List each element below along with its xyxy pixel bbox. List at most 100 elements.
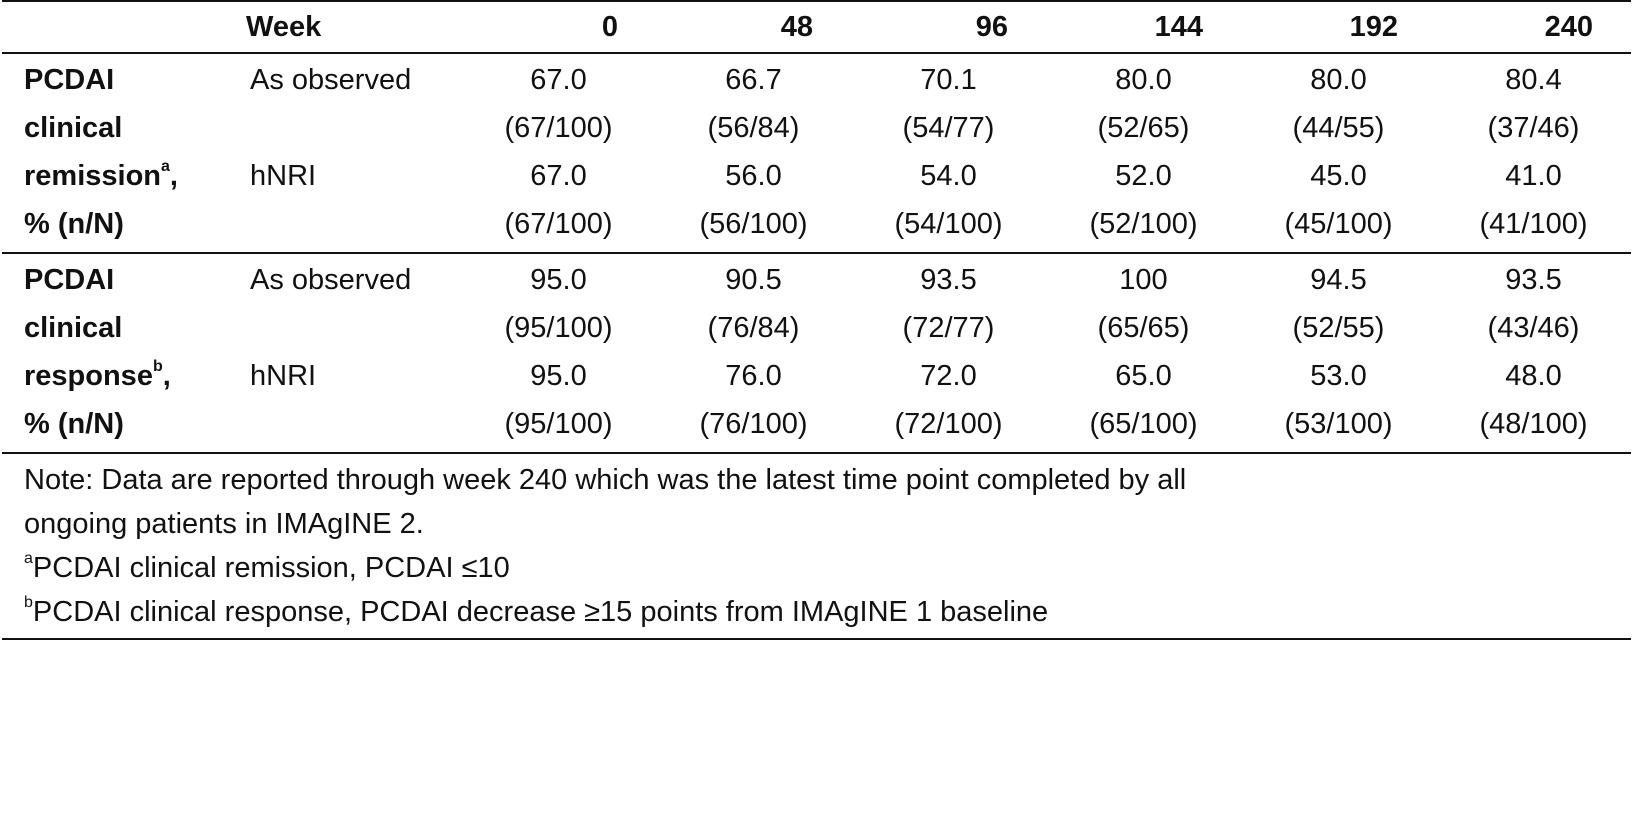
cell-percent: 52.0	[1115, 160, 1172, 192]
cell-percent: 100	[1119, 264, 1168, 296]
cell-percent: 76.0	[725, 360, 782, 392]
cell-fraction: (65/100)	[1089, 408, 1198, 440]
header-row: Week 0 48 96 144 192 240	[2, 1, 1631, 53]
table-cell: 95.0 (95/100)	[461, 253, 656, 352]
note-line-2: ongoing patients in IMAgINE 2.	[24, 508, 424, 540]
cell-percent: 53.0	[1310, 360, 1367, 392]
measure-line: clinical	[24, 112, 123, 144]
method-label: As observed	[250, 64, 412, 96]
table-cell: 41.0 (41/100)	[1436, 152, 1631, 253]
table-row-response-observed: PCDAI clinical responseb, % (n/N) As obs…	[2, 253, 1631, 440]
footnote-marker-b: b	[152, 358, 163, 375]
footnote-b-text: PCDAI clinical response, PCDAI decrease …	[32, 596, 1049, 628]
note-line-1: Note: Data are reported through week 240…	[24, 464, 1187, 496]
cell-percent: 90.5	[725, 264, 782, 296]
measure-suffix: ,	[169, 160, 178, 192]
cell-fraction: (72/77)	[902, 312, 995, 344]
cell-fraction: (54/77)	[902, 112, 995, 144]
cell-percent: 48.0	[1505, 360, 1562, 392]
cell-fraction: (56/100)	[699, 208, 808, 240]
table-cell: 93.5 (72/77)	[851, 253, 1046, 352]
table-row-response-hnri: hNRI 95.0 (95/100) 76.0 (76/100) 72.0 (72/1…	[2, 352, 1631, 453]
measure-word: response	[24, 360, 153, 392]
cell-percent: 70.1	[920, 64, 977, 96]
cell-percent: 94.5	[1310, 264, 1367, 296]
cell-percent: 66.7	[725, 64, 782, 96]
cell-percent: 54.0	[920, 160, 977, 192]
cell-percent: 95.0	[530, 360, 587, 392]
table-cell: 94.5 (52/55)	[1241, 253, 1436, 352]
table-cell: 80.0 (44/55)	[1241, 53, 1436, 152]
measure-line: PCDAI	[24, 64, 115, 96]
measure-label-response: PCDAI clinical responseb, % (n/N)	[2, 253, 246, 453]
cell-fraction: (43/46)	[1487, 312, 1580, 344]
footnote-marker-a: a	[161, 158, 170, 175]
measure-line: clinical	[24, 312, 123, 344]
table-cell: 56.0 (56/100)	[656, 152, 851, 253]
footnote-b: bPCDAI clinical response, PCDAI decrease…	[24, 590, 1631, 634]
cell-fraction: (67/100)	[504, 208, 613, 240]
cell-fraction: (76/84)	[707, 312, 800, 344]
method-label: hNRI	[250, 160, 317, 192]
table-cell: 45.0 (45/100)	[1241, 152, 1436, 253]
table-cell: 65.0 (65/100)	[1046, 352, 1241, 453]
table-cell: 72.0 (72/100)	[851, 352, 1046, 453]
cell-percent: 93.5	[920, 264, 977, 296]
measure-line: % (n/N)	[24, 208, 124, 240]
cell-fraction: (65/65)	[1097, 312, 1190, 344]
cell-fraction: (67/100)	[504, 112, 613, 144]
measure-suffix: ,	[162, 360, 171, 392]
table-cell: 52.0 (52/100)	[1046, 152, 1241, 253]
table-cell: 80.0 (52/65)	[1046, 53, 1241, 152]
cell-fraction: (52/100)	[1089, 208, 1198, 240]
cell-fraction: (76/100)	[699, 408, 808, 440]
table-row-remission-observed: PCDAI clinical remissiona, % (n/N) As ob…	[2, 53, 1631, 240]
week-header-label: Week	[246, 11, 322, 43]
table-cell: 66.7 (56/84)	[656, 53, 851, 152]
week-header-144: 144	[1154, 11, 1203, 43]
cell-fraction: (95/100)	[504, 408, 613, 440]
cell-fraction: (53/100)	[1284, 408, 1393, 440]
cell-fraction: (45/100)	[1284, 208, 1393, 240]
cell-fraction: (37/46)	[1487, 112, 1580, 144]
cell-percent: 95.0	[530, 264, 587, 296]
header-empty-cell	[2, 1, 246, 53]
cell-fraction: (44/55)	[1292, 112, 1385, 144]
table-cell: 100 (65/65)	[1046, 253, 1241, 352]
table-cell: 93.5 (43/46)	[1436, 253, 1631, 352]
table-cell: 53.0 (53/100)	[1241, 352, 1436, 453]
cell-fraction: (41/100)	[1479, 208, 1588, 240]
table-cell: 67.0 (67/100)	[461, 152, 656, 253]
table-cell: 54.0 (54/100)	[851, 152, 1046, 253]
cell-percent: 93.5	[1505, 264, 1562, 296]
footnote-b-marker: b	[24, 594, 33, 611]
cell-percent: 41.0	[1505, 160, 1562, 192]
measure-word: remission	[24, 160, 161, 192]
week-header-96: 96	[975, 11, 1008, 43]
measure-label-remission: PCDAI clinical remissiona, % (n/N)	[2, 53, 246, 253]
measure-line: PCDAI	[24, 264, 115, 296]
measure-line: responseb,	[24, 352, 246, 400]
footnote-a-text: PCDAI clinical remission, PCDAI ≤10	[32, 552, 510, 584]
table-cell: 67.0 (67/100)	[461, 53, 656, 152]
table-row-remission-hnri: hNRI 67.0 (67/100) 56.0 (56/100) 54.0 (54/1…	[2, 152, 1631, 253]
week-header-0: 0	[601, 11, 618, 43]
cell-percent: 56.0	[725, 160, 782, 192]
cell-percent: 65.0	[1115, 360, 1172, 392]
cell-fraction: (56/84)	[707, 112, 800, 144]
cell-fraction: (95/100)	[504, 312, 613, 344]
week-header-48: 48	[780, 11, 813, 43]
week-header-192: 192	[1349, 11, 1398, 43]
cell-percent: 80.0	[1115, 64, 1172, 96]
cell-percent: 67.0	[530, 160, 587, 192]
table-cell: 48.0 (48/100)	[1436, 352, 1631, 453]
table-notes: Note: Data are reported through week 240…	[2, 454, 1631, 640]
cell-fraction: (54/100)	[894, 208, 1003, 240]
footnote-a-marker: a	[24, 550, 33, 567]
cell-percent: 80.0	[1310, 64, 1367, 96]
cell-fraction: (72/100)	[894, 408, 1003, 440]
method-label: As observed	[250, 264, 412, 296]
week-header-240: 240	[1544, 11, 1593, 43]
table-cell: 95.0 (95/100)	[461, 352, 656, 453]
measure-line: % (n/N)	[24, 408, 124, 440]
